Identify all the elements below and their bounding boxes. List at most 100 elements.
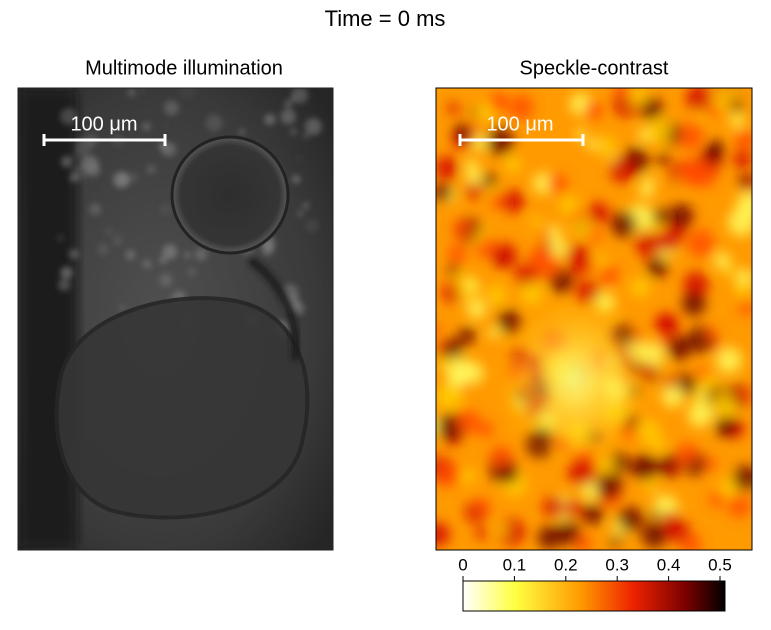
- texture: [734, 129, 752, 151]
- texture: [438, 356, 453, 371]
- texture: [127, 88, 136, 97]
- texture: [58, 278, 71, 291]
- texture: [735, 385, 752, 405]
- texture: [178, 88, 196, 100]
- texture: [436, 323, 442, 335]
- texture: [60, 266, 73, 280]
- colorbar-tick-label: 0: [458, 555, 467, 574]
- texture: [668, 203, 694, 229]
- texture: [587, 202, 610, 224]
- texture: [128, 172, 139, 183]
- colorbar-tick-label: 0.4: [657, 555, 681, 574]
- texture: [68, 248, 80, 260]
- texture: [142, 122, 151, 131]
- texture: [160, 203, 172, 215]
- texture: [520, 282, 544, 306]
- texture: [289, 128, 297, 135]
- texture: [530, 216, 542, 228]
- texture: [105, 227, 113, 235]
- texture: [86, 162, 101, 177]
- texture: [486, 285, 507, 306]
- texture: [714, 415, 737, 438]
- texture: [610, 211, 637, 238]
- texture: [641, 522, 668, 549]
- speckle-image: [436, 88, 752, 550]
- texture: [291, 301, 305, 316]
- texture: [736, 191, 752, 217]
- texture: [678, 160, 706, 188]
- texture: [146, 164, 156, 175]
- texture: [681, 291, 707, 316]
- colorbar-tick-label: 0.5: [708, 555, 732, 574]
- scale-bar: [458, 134, 585, 146]
- texture: [456, 409, 481, 435]
- texture: [304, 118, 322, 136]
- texture: [163, 124, 169, 130]
- texture: [644, 479, 658, 494]
- texture: [453, 123, 472, 142]
- texture: [630, 277, 651, 298]
- colorbar-tick-label: 0.3: [605, 555, 629, 574]
- texture: [589, 229, 602, 242]
- texture: [295, 155, 303, 163]
- colorbar-tick-label: 0.1: [503, 555, 527, 574]
- texture: [630, 460, 642, 473]
- texture: [436, 522, 450, 547]
- texture: [705, 104, 721, 120]
- texture: [564, 499, 583, 518]
- colorbar: [462, 580, 726, 612]
- texture: [302, 202, 310, 210]
- texture: [473, 232, 484, 244]
- texture: [119, 304, 125, 310]
- texture: [89, 203, 102, 216]
- texture: [626, 88, 647, 106]
- texture: [632, 453, 659, 481]
- texture: [571, 218, 591, 237]
- texture: [596, 135, 617, 157]
- texture: [537, 525, 561, 550]
- texture: [635, 231, 662, 258]
- texture: [661, 384, 685, 408]
- texture: [618, 506, 644, 532]
- texture: [142, 259, 153, 270]
- texture: [448, 263, 460, 276]
- texture: [582, 503, 604, 525]
- texture: [465, 182, 483, 199]
- texture: [139, 88, 144, 94]
- texture: [478, 421, 494, 438]
- texture: [708, 391, 735, 419]
- texture: [119, 278, 125, 285]
- texture: [159, 256, 167, 264]
- texture: [290, 95, 297, 102]
- panel-title: Multimode illumination: [85, 57, 283, 79]
- texture: [609, 156, 636, 183]
- figure-title: Time = 0 ms: [325, 6, 446, 31]
- texture: [436, 155, 459, 180]
- texture: [162, 244, 178, 260]
- texture: [532, 172, 555, 195]
- texture: [657, 153, 670, 166]
- texture: [239, 129, 245, 135]
- texture: [459, 468, 475, 484]
- texture: [475, 103, 495, 122]
- texture: [732, 465, 752, 492]
- texture: [721, 262, 736, 277]
- texture: [547, 173, 568, 194]
- texture: [657, 229, 681, 252]
- texture: [75, 137, 93, 155]
- texture: [542, 496, 565, 518]
- texture: [709, 491, 726, 508]
- texture: [598, 264, 620, 286]
- texture: [60, 108, 77, 125]
- texture: [466, 279, 479, 291]
- texture: [436, 341, 446, 352]
- texture: [86, 108, 91, 113]
- texture: [646, 256, 668, 278]
- texture: [264, 113, 276, 126]
- texture: [467, 299, 487, 319]
- texture: [97, 243, 109, 255]
- texture: [639, 182, 655, 198]
- texture: [436, 382, 463, 411]
